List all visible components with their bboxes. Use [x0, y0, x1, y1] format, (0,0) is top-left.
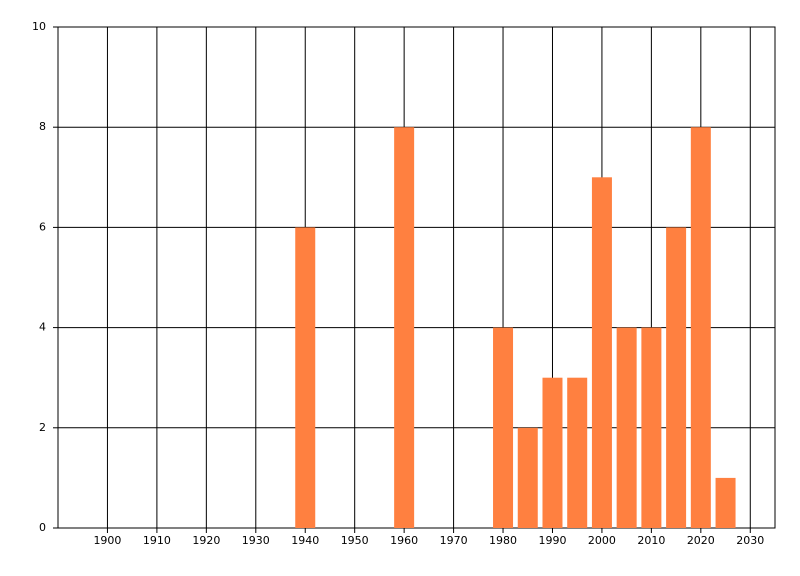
bar: [493, 327, 514, 528]
bar: [715, 477, 736, 528]
x-tick-label: 2020: [687, 534, 715, 547]
y-tick-label: 8: [39, 120, 46, 133]
y-tick-label: 4: [39, 321, 46, 334]
y-tick-label: 10: [32, 20, 46, 33]
y-tick-label: 6: [39, 220, 46, 233]
x-tick-label: 1960: [390, 534, 418, 547]
bar: [591, 177, 612, 529]
x-tick-label: 1920: [192, 534, 220, 547]
bar: [567, 377, 588, 528]
x-tick-label: 2030: [736, 534, 764, 547]
x-tick-label: 1980: [489, 534, 517, 547]
bar: [517, 427, 538, 528]
x-tick-label: 1900: [93, 534, 121, 547]
x-tick-label: 1910: [143, 534, 171, 547]
x-tick-label: 1940: [291, 534, 319, 547]
bar: [690, 127, 711, 528]
x-tick-label: 1950: [341, 534, 369, 547]
bar: [666, 227, 687, 528]
bar: [295, 227, 316, 528]
x-tick-label: 1990: [538, 534, 566, 547]
x-tick-label: 2010: [637, 534, 665, 547]
bar: [394, 127, 415, 528]
bar: [616, 327, 637, 528]
bar: [641, 327, 662, 528]
x-tick-label: 2000: [588, 534, 616, 547]
x-tick-label: 1970: [440, 534, 468, 547]
bar: [542, 377, 563, 528]
x-tick-label: 1930: [242, 534, 270, 547]
y-tick-label: 0: [39, 521, 46, 534]
y-tick-label: 2: [39, 421, 46, 434]
